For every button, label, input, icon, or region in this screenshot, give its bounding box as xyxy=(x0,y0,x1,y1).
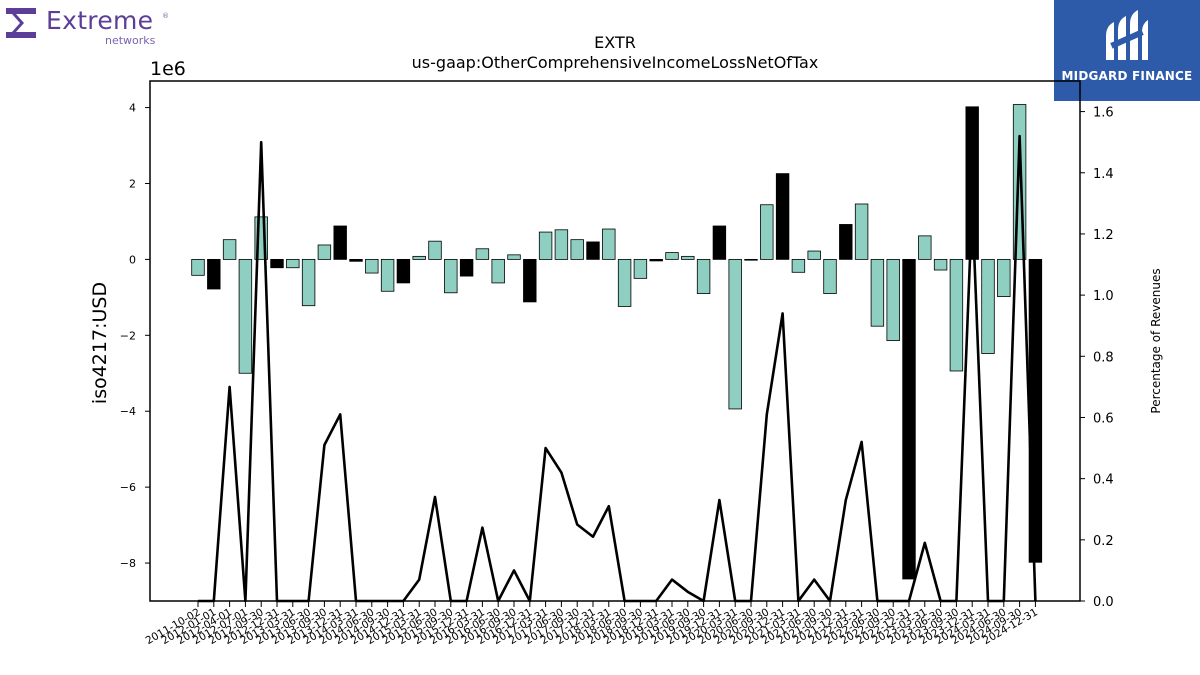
bar-2013-06-30 xyxy=(301,258,316,307)
bar-2021-09-30 xyxy=(823,258,837,294)
bar-2020-06-30 xyxy=(744,258,758,261)
bar-2016-06-30 xyxy=(491,258,505,284)
bar-2022-03-31 xyxy=(854,203,869,260)
bar-2020-09-30 xyxy=(760,204,774,260)
logo-company-name: Extreme xyxy=(46,6,154,35)
y2-tick-label: 0.2 xyxy=(1093,534,1114,549)
bar-2022-09-30 xyxy=(886,258,900,342)
y2-axis-ticks: 0.0 0.2 0.4 0.6 0.8 1.0 1.2 1.4 1.6 xyxy=(1080,106,1114,610)
bar-2015-09-30 xyxy=(444,258,458,294)
bar-2024-03-31 xyxy=(981,258,995,354)
bar-2020-12-31 xyxy=(775,173,790,260)
bar-2014-06-30 xyxy=(365,258,379,274)
bar-2019-03-31 xyxy=(665,252,679,260)
bar-series xyxy=(191,104,1043,580)
extreme-logo-mark-icon xyxy=(6,8,36,38)
bar-2022-12-31 xyxy=(902,258,916,580)
bar-2012-12-31 xyxy=(270,258,284,269)
y-axis-ticks: −8 −6 −4 −2 0 2 4 xyxy=(120,102,150,570)
bar-2024-06-30 xyxy=(997,258,1011,297)
plot-frame xyxy=(149,80,1081,602)
y-tick-label: 2 xyxy=(129,177,136,190)
bar-2015-12-31 xyxy=(459,258,474,277)
extreme-networks-logo: Extreme ® networks xyxy=(4,4,176,48)
bar-2016-12-31 xyxy=(523,258,537,303)
bar-2014-12-31 xyxy=(396,258,411,284)
bar-2012-07-01 xyxy=(238,258,253,374)
y2-axis-label: Percentage of Revenues xyxy=(1149,268,1163,413)
bar-2013-09-30 xyxy=(317,244,332,260)
y2-tick-label: 1.0 xyxy=(1093,289,1114,304)
y2-tick-label: 0.4 xyxy=(1093,473,1114,488)
bar-2019-12-31 xyxy=(712,225,727,260)
midgard-finance-brand-panel: MIDGARD FINANCE xyxy=(1054,0,1200,101)
brand-name: MIDGARD FINANCE xyxy=(1061,69,1193,83)
y2-tick-label: 1.4 xyxy=(1093,167,1114,182)
bar-2012-04-01 xyxy=(222,239,237,260)
bar-2017-09-30 xyxy=(570,239,584,260)
bar-2014-09-30 xyxy=(380,258,395,292)
bar-2017-06-30 xyxy=(554,229,569,260)
y-axis-offset-label: 1e6 xyxy=(150,58,186,80)
chart-subtitle: us-gaap:OtherComprehensiveIncomeLossNetO… xyxy=(412,53,819,72)
bar-2018-06-30 xyxy=(617,258,632,307)
x-axis-ticks: 2011-10-022012-01-012012-04-012012-07-01… xyxy=(144,601,1040,647)
midgard-logo-mark-icon xyxy=(1106,10,1148,60)
chart-title: EXTR xyxy=(594,33,636,52)
bar-2023-12-31 xyxy=(965,106,979,260)
bar-2013-12-31 xyxy=(333,225,347,260)
bar-2017-12-31 xyxy=(586,241,600,260)
logo-registered-mark: ® xyxy=(162,12,169,20)
y-axis-label: iso4217:USD xyxy=(89,282,111,404)
bar-2018-12-31 xyxy=(649,258,663,262)
bar-2016-03-31 xyxy=(475,248,490,260)
bar-2023-03-31 xyxy=(918,235,932,260)
bar-2016-09-30 xyxy=(507,254,521,260)
y2-tick-label: 1.6 xyxy=(1093,106,1114,121)
bar-2012-01-01 xyxy=(207,258,221,290)
y-tick-label: −6 xyxy=(120,481,136,494)
bar-2023-06-30 xyxy=(933,258,948,271)
y2-tick-label: 1.2 xyxy=(1093,228,1114,243)
bar-2018-03-31 xyxy=(602,228,616,260)
bar-2021-03-31 xyxy=(791,258,806,273)
bar-2023-09-30 xyxy=(949,258,964,372)
bar-2019-09-30 xyxy=(696,258,711,294)
y2-tick-label: 0.8 xyxy=(1093,350,1114,365)
bar-2018-09-30 xyxy=(633,258,648,279)
bar-2015-03-31 xyxy=(412,255,426,260)
y-tick-label: 0 xyxy=(129,253,136,266)
bar-2021-12-31 xyxy=(839,224,853,260)
y-tick-label: −8 xyxy=(120,557,136,570)
y-tick-label: −4 xyxy=(120,405,136,418)
bar-2011-10-02 xyxy=(191,258,205,276)
bar-2013-03-31 xyxy=(286,258,300,269)
bar-2021-06-30 xyxy=(807,250,821,260)
y-tick-label: −2 xyxy=(120,329,136,342)
y2-tick-label: 0.6 xyxy=(1093,411,1114,426)
logo-subline: networks xyxy=(105,34,156,47)
bar-2017-03-31 xyxy=(538,231,553,260)
bar-2015-06-30 xyxy=(428,240,442,260)
bar-2014-03-31 xyxy=(349,258,363,262)
bar-2024-12-31 xyxy=(1028,258,1043,563)
y2-tick-label: 0.0 xyxy=(1093,595,1114,610)
bar-2019-06-30 xyxy=(681,255,695,260)
bar-2022-06-30 xyxy=(870,258,885,327)
y-tick-label: 4 xyxy=(129,102,136,115)
bar-2020-03-31 xyxy=(728,258,742,410)
